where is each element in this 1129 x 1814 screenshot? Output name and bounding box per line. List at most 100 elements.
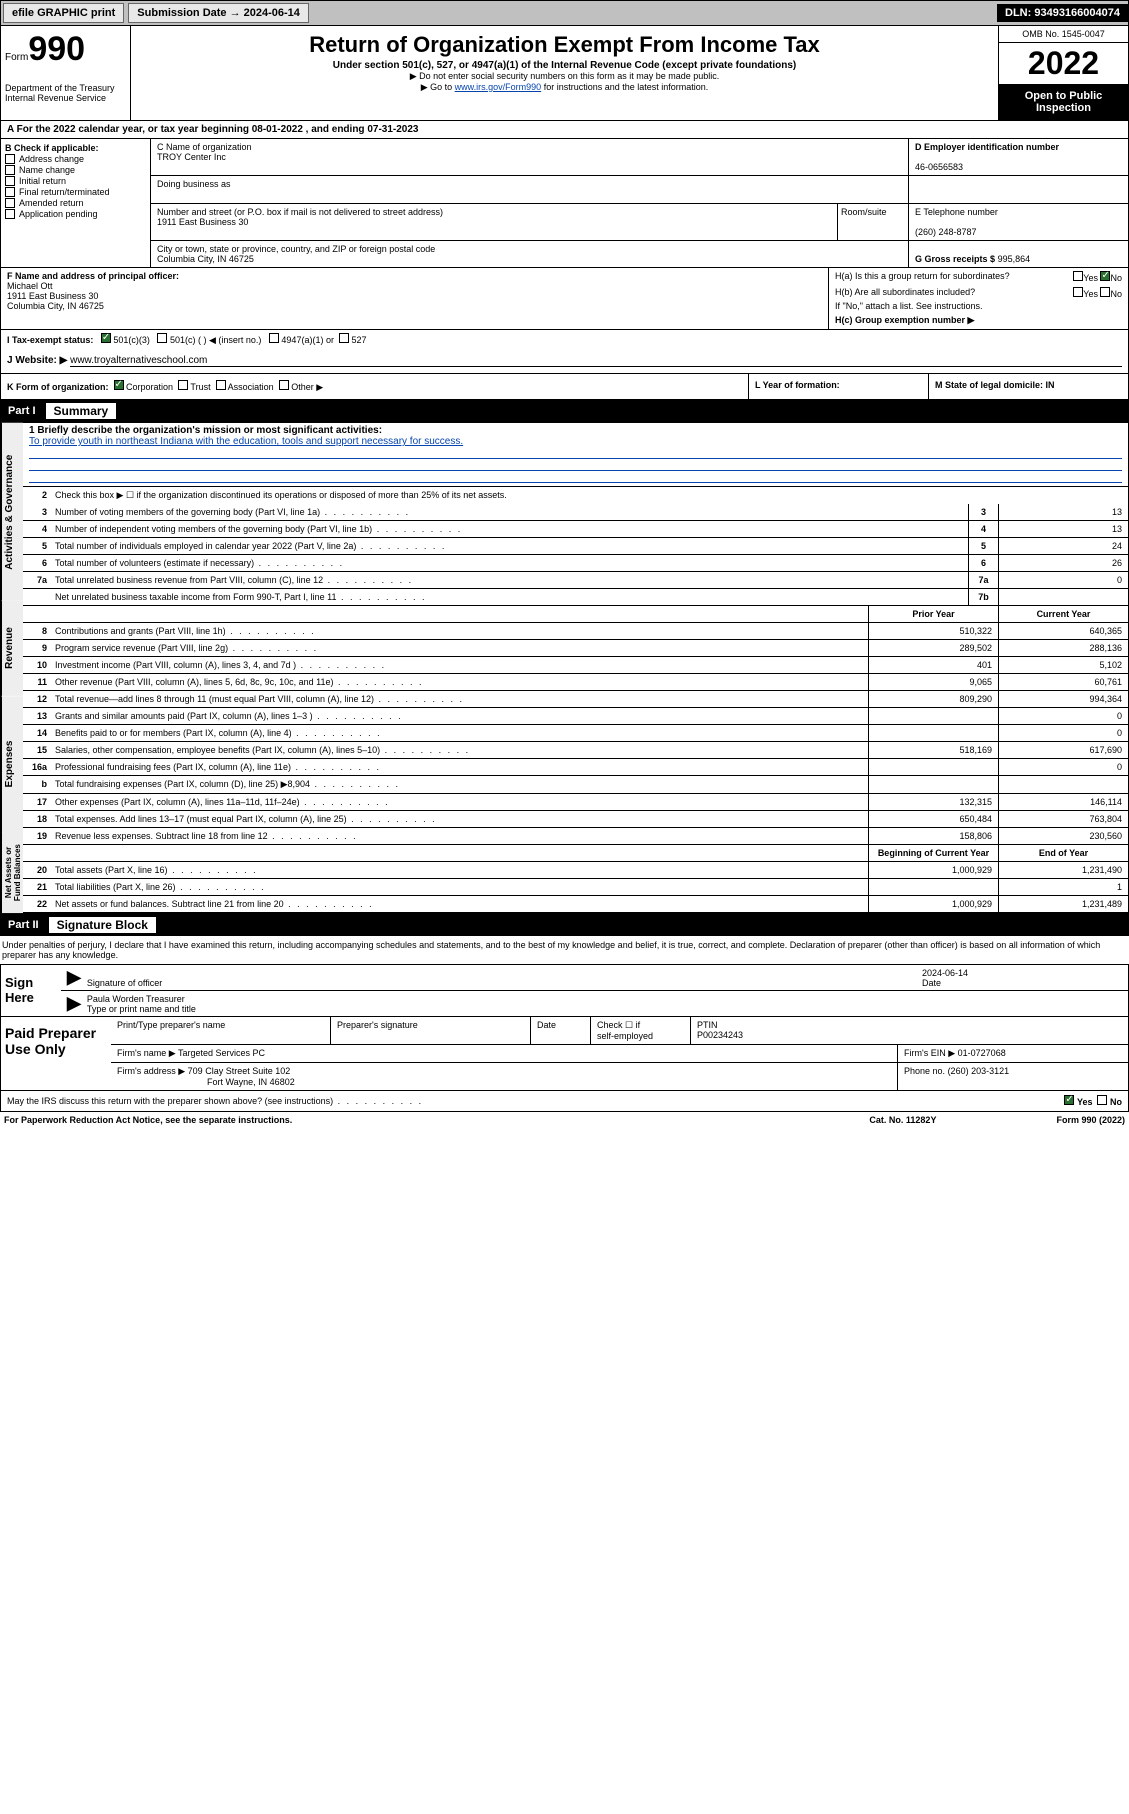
cat-no: Cat. No. 11282Y [869, 1115, 936, 1125]
officer-print-name: Paula Worden Treasurer [87, 994, 185, 1004]
vtab-expenses: Expenses [1, 696, 23, 832]
chk-ha-no[interactable] [1100, 271, 1110, 281]
line-num: 3 [23, 504, 51, 520]
opt-501c: 501(c) ( ) ◀ (insert no.) [170, 335, 261, 345]
prior-year-value: 158,806 [868, 828, 998, 844]
part1-title: Summary [46, 403, 117, 419]
line-text: Other revenue (Part VIII, column (A), li… [51, 674, 868, 690]
chk-final[interactable] [5, 187, 15, 197]
line-num: 20 [23, 862, 51, 878]
open-public: Open to Public Inspection [999, 84, 1128, 120]
efile-print-button[interactable]: efile GRAPHIC print [3, 3, 124, 23]
line-num: 15 [23, 742, 51, 758]
officer-name: Michael Ott [7, 281, 53, 291]
chk-ha-yes[interactable] [1073, 271, 1083, 281]
firm-addr-label: Firm's address ▶ [117, 1066, 185, 1076]
d-ein-label: D Employer identification number [915, 142, 1059, 152]
efile-topbar: efile GRAPHIC print Submission Date → 20… [0, 0, 1129, 26]
part2-num: Part II [8, 919, 49, 931]
sig-date-label: Date [922, 978, 941, 988]
current-year-value: 640,365 [998, 623, 1128, 639]
line-num: 14 [23, 725, 51, 741]
chk-address-change[interactable] [5, 154, 15, 164]
opt-address: Address change [19, 154, 84, 164]
chk-hb-no[interactable] [1100, 287, 1110, 297]
line-text: Program service revenue (Part VIII, line… [51, 640, 868, 656]
col-end-year: End of Year [998, 845, 1128, 861]
irs-link[interactable]: www.irs.gov/Form990 [455, 82, 542, 92]
current-year-value: 0 [998, 759, 1128, 775]
chk-pending[interactable] [5, 209, 15, 219]
line-value: 13 [998, 504, 1128, 520]
line-value: 0 [998, 572, 1128, 588]
line-text: Total expenses. Add lines 13–17 (must eq… [51, 811, 868, 827]
section-bcde: B Check if applicable: Address change Na… [0, 139, 1129, 268]
part1-body: Activities & Governance Revenue Expenses… [0, 422, 1129, 914]
q2-text: Check this box ▶ ☐ if the organization d… [51, 487, 1128, 504]
firm-addr1: 709 Clay Street Suite 102 [188, 1066, 291, 1076]
current-year-value: 0 [998, 725, 1128, 741]
chk-527[interactable] [339, 333, 349, 343]
line-num [23, 589, 51, 605]
chk-501c3[interactable] [101, 333, 111, 343]
line-text: Total number of individuals employed in … [51, 538, 968, 554]
b-label: B Check if applicable: [5, 143, 99, 153]
opt-other: Other ▶ [291, 382, 323, 392]
part2-header: Part II Signature Block [0, 914, 1129, 936]
firm-ein-label: Firm's EIN ▶ [904, 1048, 955, 1058]
firm-phone-label: Phone no. [904, 1066, 945, 1076]
discuss-text: May the IRS discuss this return with the… [7, 1096, 423, 1106]
chk-assoc[interactable] [216, 380, 226, 390]
sig-date: 2024-06-14 [922, 968, 968, 978]
line-box: 3 [968, 504, 998, 520]
current-year-value: 1,231,490 [998, 862, 1128, 878]
opt-amended: Amended return [19, 198, 84, 208]
current-year-value: 0 [998, 708, 1128, 724]
line-text: Total assets (Part X, line 16) [51, 862, 868, 878]
form-number: 990 [28, 30, 85, 68]
line-box: 7a [968, 572, 998, 588]
goto-post: for instructions and the latest informat… [541, 82, 708, 92]
line-box: 7b [968, 589, 998, 605]
line-num: 21 [23, 879, 51, 895]
chk-other[interactable] [279, 380, 289, 390]
vtab-revenue: Revenue [1, 601, 23, 696]
chk-501c[interactable] [157, 333, 167, 343]
chk-trust[interactable] [178, 380, 188, 390]
firm-ein: 01-0727068 [958, 1048, 1006, 1058]
chk-name-change[interactable] [5, 165, 15, 175]
section-klm: K Form of organization: Corporation Trus… [0, 374, 1129, 400]
firm-name: Targeted Services PC [178, 1048, 265, 1058]
line-num: b [23, 776, 51, 793]
line-num: 17 [23, 794, 51, 810]
h-note: If "No," attach a list. See instructions… [835, 301, 1122, 311]
chk-discuss-yes[interactable] [1064, 1095, 1074, 1105]
line-text: Total unrelated business revenue from Pa… [51, 572, 968, 588]
chk-discuss-no[interactable] [1097, 1095, 1107, 1105]
opt-4947: 4947(a)(1) or [281, 335, 334, 345]
prior-year-value [868, 725, 998, 741]
opt-pending: Application pending [19, 209, 98, 219]
chk-4947[interactable] [269, 333, 279, 343]
officer-addr1: 1911 East Business 30 [7, 291, 98, 301]
line-text: Salaries, other compensation, employee b… [51, 742, 868, 758]
line-value [998, 589, 1128, 605]
prep-sig-hdr: Preparer's signature [331, 1017, 531, 1044]
goto-pre: ▶ Go to [421, 82, 455, 92]
line-value: 26 [998, 555, 1128, 571]
col-prior-year: Prior Year [868, 606, 998, 622]
line-num: 13 [23, 708, 51, 724]
ptin-label: PTIN [697, 1020, 718, 1030]
line-num: 7a [23, 572, 51, 588]
chk-corp[interactable] [114, 380, 124, 390]
chk-initial[interactable] [5, 176, 15, 186]
line-text: Other expenses (Part IX, column (A), lin… [51, 794, 868, 810]
line-text: Total number of volunteers (estimate if … [51, 555, 968, 571]
section-b: B Check if applicable: Address change Na… [1, 139, 151, 267]
chk-hb-yes[interactable] [1073, 287, 1083, 297]
line-num: 10 [23, 657, 51, 673]
chk-amended[interactable] [5, 198, 15, 208]
form-header: Form990 Department of the Treasury Inter… [0, 26, 1129, 121]
opt-corp: Corporation [126, 382, 173, 392]
opt-501c3: 501(c)(3) [113, 335, 150, 345]
